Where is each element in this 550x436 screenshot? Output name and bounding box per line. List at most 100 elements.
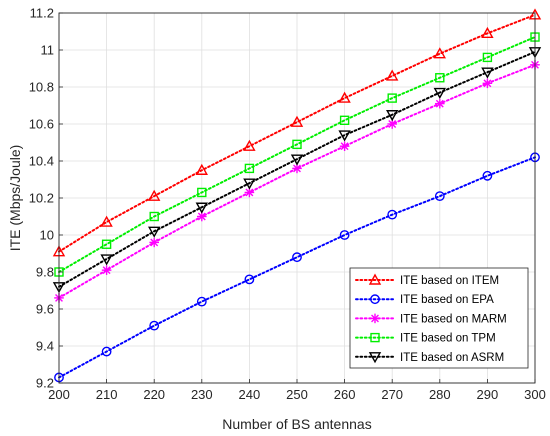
legend-label: ITE based on MARM xyxy=(400,313,507,325)
marker-shape xyxy=(368,352,382,364)
y-tick-label: 9.2 xyxy=(36,376,54,391)
marker-shape xyxy=(481,67,494,79)
marker-shape xyxy=(244,274,255,285)
marker-shape xyxy=(101,346,112,357)
marker-shape xyxy=(482,170,493,181)
y-tick-label: 9.4 xyxy=(36,339,54,354)
x-tick-label: 240 xyxy=(239,387,261,402)
data-point xyxy=(290,115,304,127)
series-line xyxy=(58,156,536,379)
data-point xyxy=(433,87,446,99)
legend-item: ITE based on MARM xyxy=(355,313,507,325)
legend-item: ITE based on ITEM xyxy=(355,273,499,287)
data-point xyxy=(482,52,493,63)
marker-stroke xyxy=(340,142,349,151)
marker-shape xyxy=(481,26,494,39)
legend-marker xyxy=(368,273,382,285)
data-point xyxy=(339,115,350,126)
x-tick-label: 260 xyxy=(334,387,356,402)
marker-stroke xyxy=(102,266,111,275)
marker-stroke xyxy=(197,212,206,221)
x-axis-title: Number of BS antennas xyxy=(222,416,371,432)
data-point xyxy=(195,202,208,214)
y-tick-label: 9.6 xyxy=(36,302,54,317)
x-tick-label: 250 xyxy=(286,387,308,402)
axis-ticks: 200 210 220 230 240 250 260 270 280 290 300 9.2 9.4 9… xyxy=(29,6,546,403)
x-tick-label: 270 xyxy=(381,387,403,402)
marker-stroke xyxy=(388,120,397,128)
marker-shape xyxy=(433,47,446,59)
marker-stroke xyxy=(245,188,254,197)
marker-shape xyxy=(148,226,161,238)
x-tick-label: 220 xyxy=(143,387,165,402)
marker-stroke xyxy=(483,79,492,88)
data-point xyxy=(244,163,255,174)
data-point xyxy=(243,139,256,151)
y-tick-label: 10 xyxy=(40,228,54,243)
data-point xyxy=(101,346,112,357)
legend-item: ITE based on EPA xyxy=(355,294,494,306)
y-axis-title: ITE (Mbps/Joule) xyxy=(7,145,23,252)
data-point xyxy=(149,320,160,331)
marker-shape xyxy=(482,52,493,63)
marker-shape xyxy=(386,69,399,81)
legend-label: ITE based on ITEM xyxy=(400,275,499,287)
data-point xyxy=(338,130,351,142)
marker-shape xyxy=(100,254,113,266)
data-point xyxy=(243,178,256,190)
data-point xyxy=(387,209,398,220)
legend-marker xyxy=(370,294,380,305)
marker-shape xyxy=(149,320,160,331)
data-point xyxy=(101,239,112,249)
data-point xyxy=(292,252,302,263)
x-tick-label: 290 xyxy=(477,387,499,402)
legend-item: ITE based on ASRM xyxy=(355,352,504,364)
data-point xyxy=(386,110,399,122)
marker-shape xyxy=(100,215,113,227)
marker-stroke xyxy=(150,238,159,247)
data-point xyxy=(338,91,351,103)
marker-stroke xyxy=(293,164,301,173)
legend: ITE based on ITEM ITE based on EPA ITE bas… xyxy=(349,267,529,369)
marker-shape xyxy=(290,115,304,127)
marker-shape xyxy=(290,154,304,166)
y-tick-label: 11.2 xyxy=(30,6,54,21)
marker-shape xyxy=(292,252,302,263)
data-point xyxy=(339,141,350,151)
series-5 xyxy=(52,47,542,294)
data-point xyxy=(100,215,113,227)
legend-marker xyxy=(370,313,380,324)
marker-shape xyxy=(387,209,398,220)
marker-stroke xyxy=(435,99,444,108)
legend-item: ITE based on TPM xyxy=(355,333,496,345)
marker-shape xyxy=(244,163,255,174)
marker-shape xyxy=(433,87,446,99)
marker-shape xyxy=(370,294,380,305)
marker-shape xyxy=(338,91,351,103)
marker-shape xyxy=(196,296,207,307)
y-tick-label: 10.2 xyxy=(29,191,54,206)
y-tick-label: 11 xyxy=(41,43,55,58)
x-tick-label: 200 xyxy=(48,387,70,402)
marker-shape xyxy=(292,139,302,150)
series-line xyxy=(58,50,536,288)
data-point xyxy=(292,139,302,150)
data-point xyxy=(195,163,208,175)
series-line xyxy=(58,36,536,273)
data-point xyxy=(149,237,159,248)
legend-label: ITE based on ASRM xyxy=(400,352,504,364)
data-point xyxy=(482,170,493,181)
marker-shape xyxy=(434,191,445,202)
marker-shape xyxy=(368,273,382,285)
data-point xyxy=(482,78,493,89)
marker-shape xyxy=(149,211,159,222)
marker-shape xyxy=(338,130,351,142)
x-tick-label: 230 xyxy=(191,387,213,402)
legend-marker xyxy=(368,352,382,364)
legend-label: ITE based on EPA xyxy=(400,294,494,306)
marker-shape xyxy=(243,139,256,151)
data-point xyxy=(339,230,350,240)
marker-shape xyxy=(195,202,208,214)
series-1 xyxy=(52,8,542,257)
series-layer xyxy=(52,8,542,383)
